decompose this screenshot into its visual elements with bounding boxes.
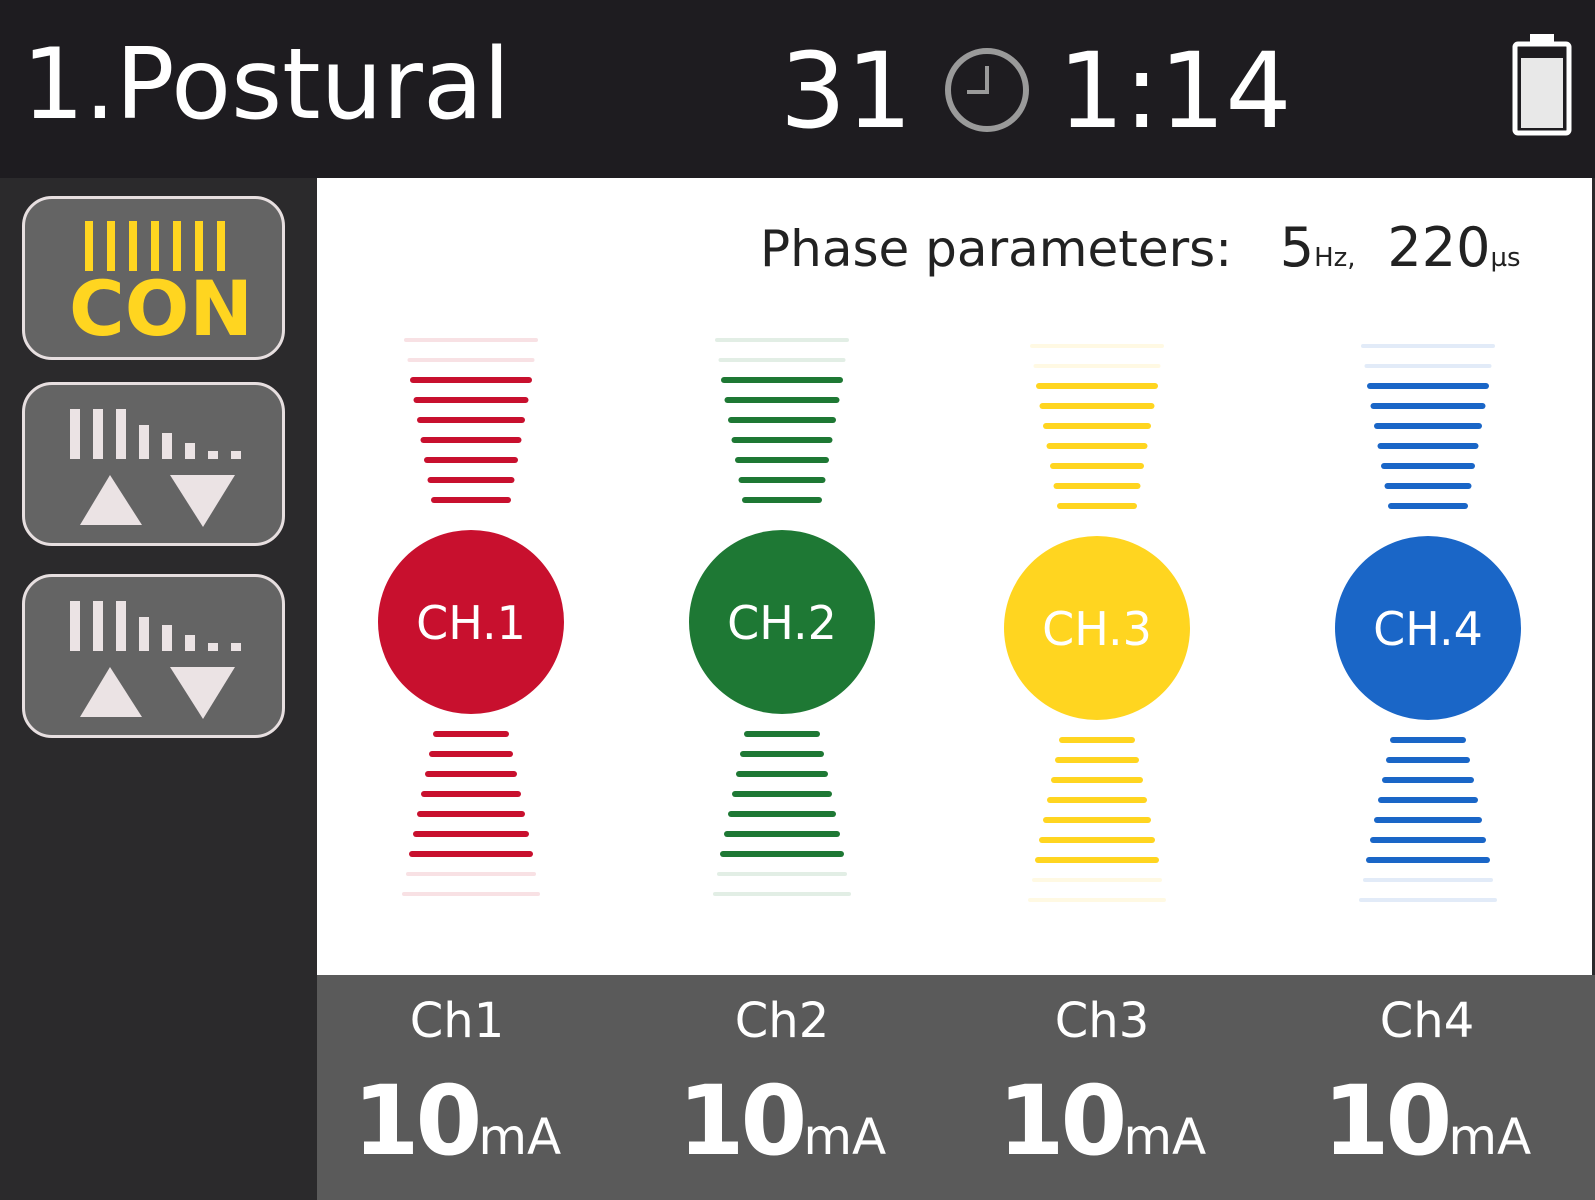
channel-3-intensity[interactable]: Ch3 10mA [942, 975, 1262, 1177]
channel-circle[interactable] [1335, 536, 1521, 720]
con-label: CON [69, 264, 253, 353]
bar [185, 443, 195, 459]
intensity-up-down-icon [70, 601, 241, 719]
up-arrow-icon [80, 475, 142, 525]
channel-label: CH.1 [416, 596, 526, 650]
bar [217, 221, 225, 271]
frequency-value: 5 [1279, 216, 1315, 279]
phase-parameters: Phase parameters: 5Hz, 220µs [760, 216, 1521, 279]
current-unit: mA [1123, 1108, 1207, 1166]
bar [116, 601, 126, 651]
bar [208, 643, 218, 651]
bar [116, 409, 126, 459]
up-arrow-icon [80, 667, 142, 717]
channel-intensity-panel: Ch1 10mA Ch2 10mA Ch3 10mA Ch4 10mA [317, 975, 1595, 1200]
channel-circle[interactable] [1004, 536, 1190, 720]
channel-display: Phase parameters: 5Hz, 220µs CH.1 CH.2 CH.… [317, 178, 1592, 975]
clock-icon [945, 48, 1029, 132]
bar [162, 433, 172, 459]
channel-1-intensity[interactable]: Ch1 10mA [297, 975, 617, 1177]
sidebar: CON [0, 178, 317, 1200]
bar [70, 409, 80, 459]
bar [93, 601, 103, 651]
bar [107, 221, 115, 271]
intensity-adjust-button-2[interactable] [22, 574, 285, 738]
current-value: 10 [677, 1065, 808, 1177]
current-unit: mA [1448, 1108, 1532, 1166]
current-value: 10 [1322, 1065, 1453, 1177]
battery-icon [1512, 34, 1572, 136]
channel-name: Ch4 [1379, 993, 1475, 1049]
channel-name: Ch3 [1054, 993, 1150, 1049]
channel-circle[interactable] [689, 530, 875, 714]
current-unit: mA [803, 1108, 887, 1166]
channel-indicators: CH.1 CH.2 CH.3 CH.4 [378, 338, 1521, 902]
bar [231, 451, 241, 459]
bar [85, 221, 93, 271]
pulse-width-value: 220 [1387, 216, 1491, 279]
channel-label: CH.3 [1042, 602, 1152, 656]
bar [231, 643, 241, 651]
channel-3-indicator: CH.3 [1004, 344, 1190, 902]
bar [129, 221, 137, 271]
bar [195, 221, 203, 271]
intensity-adjust-button-1[interactable] [22, 382, 285, 546]
channel-2-intensity[interactable]: Ch2 10mA [622, 975, 942, 1177]
bar [151, 221, 159, 271]
session-counter: 31 [780, 30, 913, 152]
down-arrow-icon [170, 475, 235, 527]
status-header: 1.Postural 31 1:14 [0, 0, 1595, 178]
bar [162, 625, 172, 651]
channel-2-indicator: CH.2 [689, 338, 875, 896]
current-unit: mA [478, 1108, 562, 1166]
bar [139, 425, 149, 459]
channel-4-intensity[interactable]: Ch4 10mA [1267, 975, 1587, 1177]
program-title: 1.Postural [22, 28, 511, 142]
down-arrow-icon [170, 667, 235, 719]
bar [185, 635, 195, 651]
channel-circle[interactable] [378, 530, 564, 714]
channel-name: Ch2 [734, 993, 830, 1049]
current-value: 10 [997, 1065, 1128, 1177]
timer-display: 1:14 [1058, 30, 1292, 152]
continuous-mode-icon: CON [69, 221, 253, 353]
channel-label: CH.2 [727, 596, 837, 650]
bar [173, 221, 181, 271]
current-value: 10 [352, 1065, 483, 1177]
channel-label: CH.4 [1373, 602, 1483, 656]
continuous-mode-button[interactable]: CON [22, 196, 285, 360]
frequency-unit: Hz [1314, 243, 1348, 273]
bar [93, 409, 103, 459]
phase-label: Phase parameters: [760, 220, 1233, 278]
separator: , [1347, 243, 1356, 273]
channel-1-indicator: CH.1 [378, 338, 564, 896]
bar [139, 617, 149, 651]
intensity-up-down-icon [70, 409, 241, 527]
bar [208, 451, 218, 459]
channel-4-indicator: CH.4 [1335, 344, 1521, 902]
channel-name: Ch1 [409, 993, 505, 1049]
bar [70, 601, 80, 651]
pulse-width-unit: µs [1490, 243, 1521, 273]
